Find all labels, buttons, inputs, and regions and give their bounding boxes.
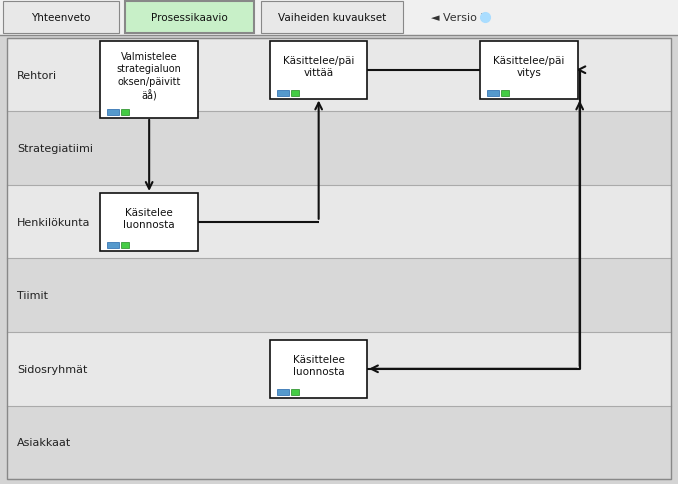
Bar <box>107 110 119 116</box>
Bar <box>0 0 678 36</box>
Bar <box>125 2 254 34</box>
Text: Käsittelee
luonnosta: Käsittelee luonnosta <box>293 354 344 377</box>
Text: Valmistelee
strategialuon
oksen/päivitt
äå): Valmistelee strategialuon oksen/päivitt … <box>117 52 182 101</box>
Text: Käsittelee/päi
vittää: Käsittelee/päi vittää <box>283 56 355 78</box>
Bar <box>121 110 129 116</box>
Bar <box>7 259 671 333</box>
Bar <box>277 389 289 395</box>
FancyBboxPatch shape <box>100 42 198 119</box>
FancyBboxPatch shape <box>480 42 578 99</box>
Bar <box>291 389 299 395</box>
Text: Yhteenveto: Yhteenveto <box>31 13 91 23</box>
Text: Tiimit: Tiimit <box>17 291 48 301</box>
FancyBboxPatch shape <box>100 194 198 251</box>
Bar <box>487 91 499 96</box>
Bar <box>121 242 129 248</box>
Text: Rehtori: Rehtori <box>17 71 57 80</box>
Text: Käsitelee
luonnosta: Käsitelee luonnosta <box>123 207 175 229</box>
Text: Vaiheiden kuvaukset: Vaiheiden kuvaukset <box>278 13 386 23</box>
Bar <box>7 406 671 479</box>
Text: Strategiatiimi: Strategiatiimi <box>17 144 93 154</box>
FancyBboxPatch shape <box>270 340 367 398</box>
Text: Henkilökunta: Henkilökunta <box>17 217 90 227</box>
Bar <box>501 91 509 96</box>
FancyBboxPatch shape <box>270 42 367 99</box>
Bar <box>3 2 119 34</box>
Bar <box>291 91 299 96</box>
Bar <box>7 39 671 112</box>
Bar <box>277 91 289 96</box>
Bar <box>107 242 119 248</box>
Bar <box>7 333 671 406</box>
Bar <box>261 2 403 34</box>
Bar <box>7 185 671 259</box>
Text: Asiakkaat: Asiakkaat <box>17 438 71 447</box>
Text: Sidosryhmät: Sidosryhmät <box>17 364 87 374</box>
Text: ◄ Versio 2: ◄ Versio 2 <box>431 13 487 23</box>
Text: Käsittelee/päi
vitys: Käsittelee/päi vitys <box>493 56 565 78</box>
Bar <box>7 112 671 185</box>
Text: Prosessikaavio: Prosessikaavio <box>151 13 228 23</box>
